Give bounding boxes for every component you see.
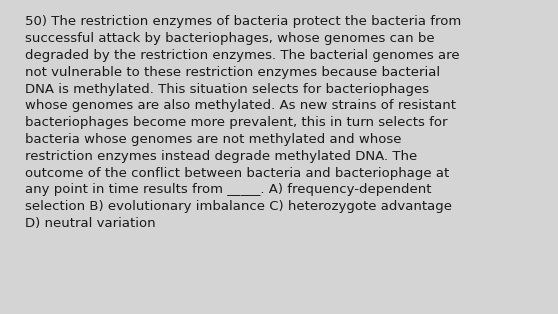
Text: 50) The restriction enzymes of bacteria protect the bacteria from
successful att: 50) The restriction enzymes of bacteria …	[25, 15, 461, 230]
